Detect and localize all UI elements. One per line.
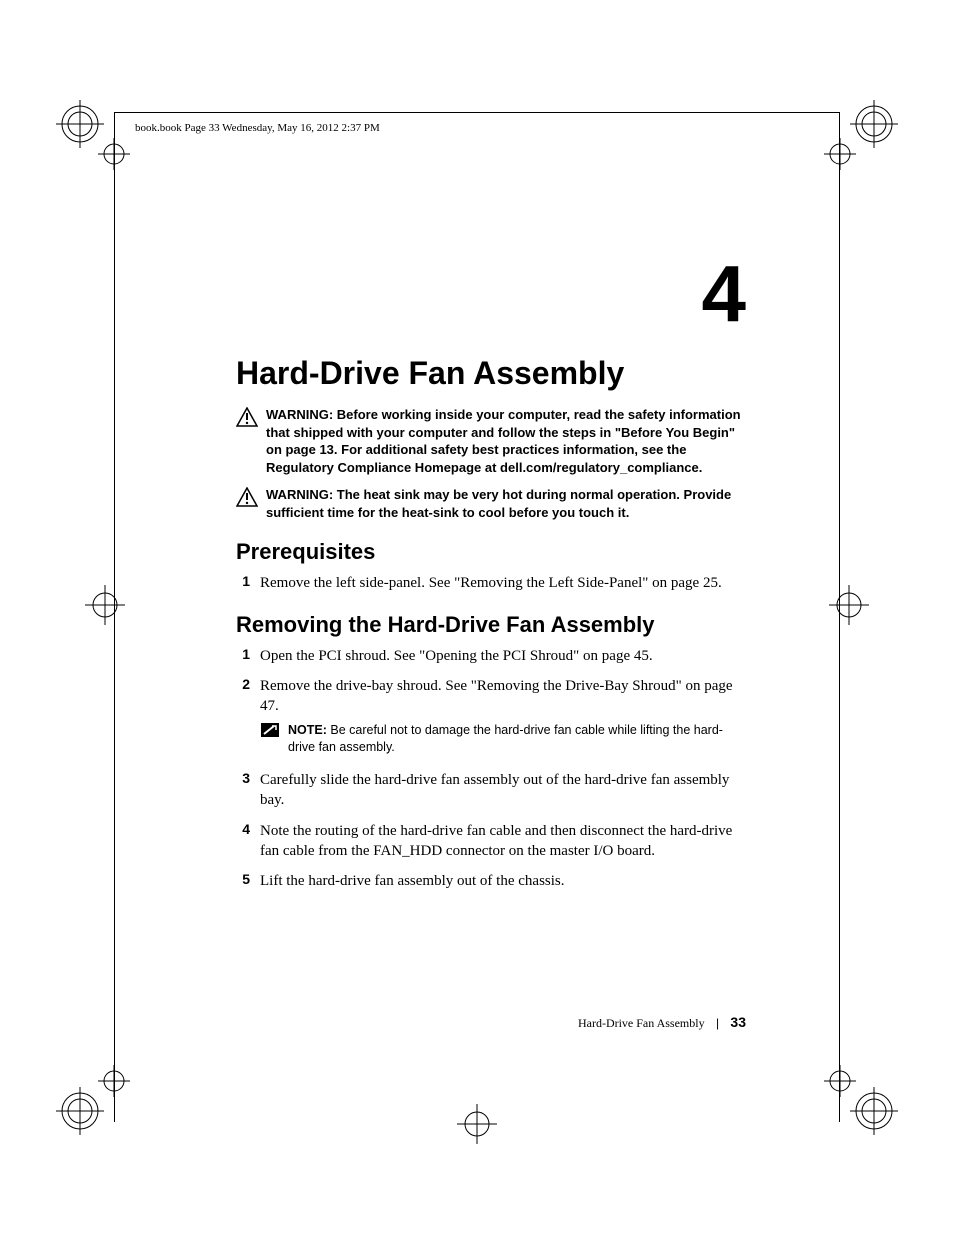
warning-label: WARNING: [266, 487, 333, 502]
warning-block-2: WARNING: The heat sink may be very hot d… [236, 486, 746, 521]
step-list: 1 Remove the left side-panel. See "Remov… [236, 573, 746, 593]
crop-mark-mid-left [80, 580, 130, 630]
crop-mark-bottom-left [56, 1055, 136, 1135]
step-text: Lift the hard-drive fan assembly out of … [260, 871, 746, 891]
warning-block-1: WARNING: Before working inside your comp… [236, 406, 746, 476]
step-body: Remove the drive-bay shroud. See "Removi… [260, 676, 746, 760]
guide-line-left [114, 112, 115, 1122]
step-item: 4 Note the routing of the hard-drive fan… [236, 821, 746, 862]
step-list: 1 Open the PCI shroud. See "Opening the … [236, 646, 746, 892]
warning-icon [236, 487, 258, 512]
step-item: 1 Remove the left side-panel. See "Remov… [236, 573, 746, 593]
warning-icon [236, 407, 258, 432]
step-number: 5 [236, 871, 260, 891]
warning-body: Before working inside your computer, rea… [266, 407, 741, 475]
step-item: 2 Remove the drive-bay shroud. See "Remo… [236, 676, 746, 760]
step-number: 1 [236, 573, 260, 593]
step-text: Remove the left side-panel. See "Removin… [260, 573, 746, 593]
step-text: Carefully slide the hard-drive fan assem… [260, 770, 746, 811]
crop-mark-bottom-right [818, 1055, 898, 1135]
step-text: Remove the drive-bay shroud. See "Removi… [260, 678, 733, 714]
step-text: Note the routing of the hard-drive fan c… [260, 821, 746, 862]
crop-mark-bottom-center [452, 1099, 502, 1149]
note-label: NOTE: [288, 723, 327, 737]
warning-text: WARNING: Before working inside your comp… [266, 406, 746, 476]
chapter-number: 4 [702, 248, 747, 340]
page-header: book.book Page 33 Wednesday, May 16, 201… [135, 122, 380, 134]
step-number: 4 [236, 821, 260, 862]
step-number: 2 [236, 676, 260, 760]
warning-body: The heat sink may be very hot during nor… [266, 487, 731, 520]
header-rule [114, 112, 840, 113]
content-area: Hard-Drive Fan Assembly WARNING: Before … [236, 355, 746, 901]
note-body: Be careful not to damage the hard-drive … [288, 723, 723, 754]
note-icon [260, 722, 280, 744]
section-title-removing: Removing the Hard-Drive Fan Assembly [236, 612, 746, 638]
note-text: NOTE: Be careful not to damage the hard-… [288, 722, 746, 756]
section-title-prerequisites: Prerequisites [236, 539, 746, 565]
page-footer: Hard-Drive Fan Assembly | 33 [578, 1014, 746, 1031]
note-block: NOTE: Be careful not to damage the hard-… [260, 722, 746, 756]
step-text: Open the PCI shroud. See "Opening the PC… [260, 646, 746, 666]
footer-page-number: 33 [730, 1014, 746, 1030]
footer-title: Hard-Drive Fan Assembly [578, 1016, 705, 1030]
warning-text: WARNING: The heat sink may be very hot d… [266, 486, 746, 521]
step-number: 1 [236, 646, 260, 666]
step-item: 1 Open the PCI shroud. See "Opening the … [236, 646, 746, 666]
step-item: 3 Carefully slide the hard-drive fan ass… [236, 770, 746, 811]
guide-line-right [839, 112, 840, 1122]
step-number: 3 [236, 770, 260, 811]
warning-label: WARNING: [266, 407, 333, 422]
crop-mark-mid-right [824, 580, 874, 630]
chapter-title: Hard-Drive Fan Assembly [236, 355, 746, 392]
footer-separator: | [716, 1016, 719, 1030]
step-item: 5 Lift the hard-drive fan assembly out o… [236, 871, 746, 891]
